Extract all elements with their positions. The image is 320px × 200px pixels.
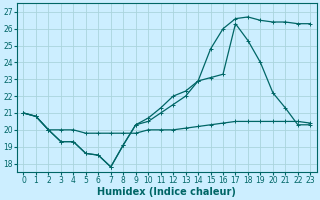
X-axis label: Humidex (Indice chaleur): Humidex (Indice chaleur) [98,187,236,197]
